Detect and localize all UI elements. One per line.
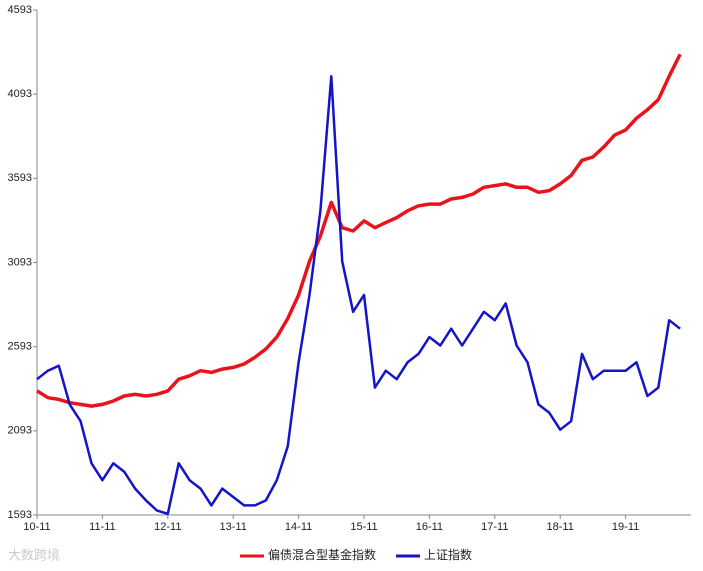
legend-label: 上证指数	[424, 547, 472, 562]
legend: 偏债混合型基金指数 上证指数	[240, 547, 472, 562]
y-tick-label: 3593	[8, 172, 32, 184]
x-tick-label: 11-11	[89, 521, 116, 533]
x-tick-label: 14-11	[285, 521, 312, 533]
x-tick-label: 12-11	[154, 521, 181, 533]
x-tick-label: 17-11	[481, 521, 508, 533]
y-tick-label: 4593	[8, 4, 32, 16]
y-tick-label: 3093	[8, 256, 32, 268]
series-line	[36, 74, 681, 516]
x-tick-label: 18-11	[547, 521, 574, 533]
series-line	[36, 53, 682, 408]
x-tick-label: 16-11	[416, 521, 443, 533]
x-tick-label: 10-11	[23, 521, 50, 533]
y-tick-label: 2593	[8, 341, 32, 353]
y-tick-label: 4093	[8, 88, 32, 100]
y-tick-label: 2093	[8, 425, 32, 437]
legend-label: 偏债混合型基金指数	[268, 547, 376, 562]
y-tick-label: 1593	[8, 509, 32, 521]
x-tick-label: 13-11	[220, 521, 247, 533]
x-tick-label: 15-11	[350, 521, 377, 533]
x-tick-label: 19-11	[612, 521, 639, 533]
watermark: 大数跨境	[8, 547, 60, 562]
